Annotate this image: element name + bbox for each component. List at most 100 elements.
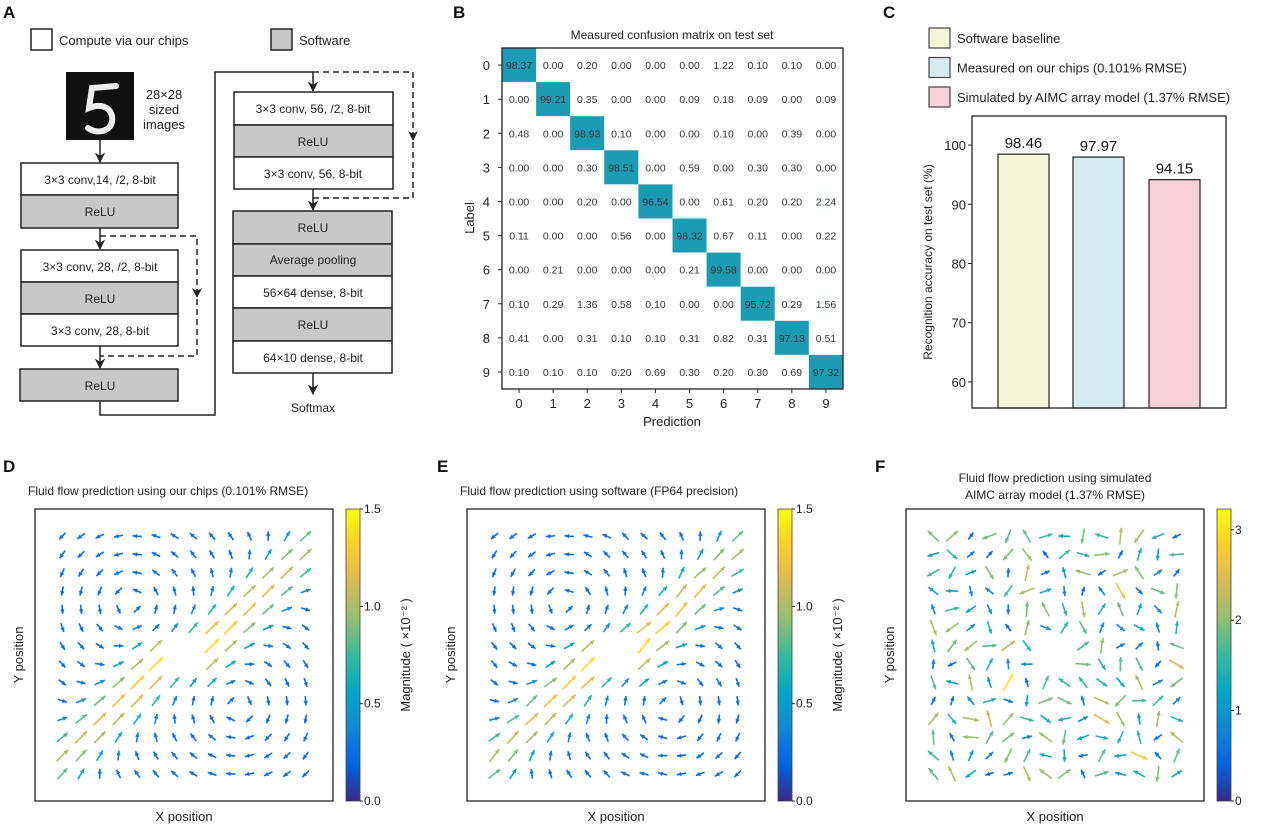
x-tick-label: 3: [618, 396, 625, 411]
flow-arrowhead: [1175, 748, 1180, 754]
matrix-cell: [570, 320, 605, 355]
flow-arrowhead: [511, 627, 516, 632]
flow-arrowhead: [1174, 620, 1180, 626]
quiver-xlabel: X position: [1026, 809, 1083, 824]
matrix-cell: [536, 184, 571, 219]
flow-arrowhead: [583, 551, 589, 557]
flow-arrowhead: [247, 531, 252, 537]
flow-arrowhead: [985, 771, 991, 776]
matrix-cell-value: 0.10: [509, 299, 530, 311]
matrix-cell: [502, 184, 537, 219]
matrix-cell-value: 0.09: [748, 94, 769, 106]
flow-arrowhead: [1005, 624, 1010, 629]
flow-arrowhead: [1155, 622, 1160, 628]
x-tick-label: 0: [515, 396, 522, 411]
confusion-xlabel: Prediction: [643, 414, 701, 429]
flow-arrowhead: [135, 751, 140, 757]
matrix-cell-value: 99.58: [711, 265, 737, 277]
panel-label-d: D: [3, 457, 15, 476]
flow-arrowhead: [928, 768, 934, 773]
flow-arrowhead: [285, 662, 290, 668]
flow-arrowhead: [716, 700, 722, 706]
flow-arrowhead: [1047, 533, 1053, 538]
matrix-cell: [740, 286, 775, 321]
matrix-cell: [604, 48, 639, 83]
flow-arrowhead: [1154, 752, 1160, 757]
flow-arrowhead: [969, 750, 974, 756]
y-tick-label: 100: [944, 138, 966, 153]
flow-arrowhead: [715, 754, 721, 759]
flow-arrowhead: [621, 752, 627, 758]
flow-arrowhead: [1134, 537, 1139, 543]
flow-arrowhead: [1078, 753, 1084, 758]
flow-arrowhead: [951, 719, 957, 725]
matrix-cell: [672, 218, 707, 253]
flow-arrowhead: [116, 608, 121, 614]
flow-arrowhead: [116, 750, 121, 756]
flow-arrowhead: [1175, 601, 1180, 607]
matrix-cell-value: 98.32: [676, 231, 702, 243]
flow-arrowhead: [564, 588, 570, 594]
matrix-cell: [570, 150, 605, 185]
panel-a: A Compute via our chips Software 28×28 s…: [3, 3, 418, 416]
matrix-cell-value: 0.00: [543, 196, 564, 208]
flow-arrowhead: [1058, 533, 1063, 539]
flow-arrowhead: [949, 750, 954, 756]
flow-arrowhead: [171, 751, 177, 757]
flow-arrowhead: [989, 574, 994, 580]
flow-arrowhead: [948, 573, 953, 579]
flow-arrowhead: [623, 586, 628, 591]
flow-arrowhead: [228, 532, 233, 538]
flow-arrowhead: [287, 606, 293, 611]
flow-arrowhead: [492, 572, 497, 578]
panel-d-quiver: Fluid flow prediction using our chips (0…: [11, 484, 413, 824]
flow-arrowhead: [1156, 608, 1162, 614]
flow-arrowhead: [1083, 641, 1089, 647]
bar: [1148, 179, 1201, 409]
flow-arrowhead: [250, 622, 256, 628]
matrix-cell: [638, 218, 673, 253]
flow-arrowhead: [284, 718, 289, 724]
flow-arrowhead: [640, 734, 646, 739]
confusion-title: Measured confusion matrix on test set: [571, 28, 774, 42]
flow-arrowhead: [117, 625, 123, 630]
matrix-cell-value: 0.00: [611, 265, 632, 277]
flow-arrowhead: [696, 753, 702, 759]
flow-arrowhead: [714, 772, 720, 777]
flow-arrowhead: [287, 549, 293, 554]
flow-arrowhead: [699, 549, 704, 555]
flow-arrowhead: [228, 550, 233, 556]
flow-arrowhead: [79, 768, 85, 774]
matrix-cell: [502, 48, 537, 83]
matrix-cell-value: 0.09: [816, 94, 837, 106]
flow-arrowhead: [701, 567, 707, 573]
flow-arrowhead: [78, 609, 84, 614]
flow-arrowhead: [738, 531, 744, 536]
flow-arrowhead: [738, 549, 744, 554]
colorbar-tick-label: 1: [1235, 704, 1242, 718]
flow-arrowhead: [931, 696, 936, 702]
matrix-cell: [706, 116, 741, 151]
flow-arrowhead: [1137, 589, 1143, 595]
skip-arrowhead-2: [408, 131, 418, 141]
flow-arrowhead: [532, 695, 537, 701]
flow-arrowhead: [136, 625, 142, 630]
flow-arrowhead: [1066, 700, 1072, 704]
matrix-cell-value: 0.18: [713, 94, 734, 106]
matrix-cell-value: 0.11: [509, 231, 529, 243]
flow-arrowhead: [60, 590, 65, 596]
x-tick-label: 2: [584, 396, 591, 411]
matrix-cell-value: 97.13: [779, 333, 805, 345]
flow-arrowhead: [157, 640, 162, 645]
matrix-cell-value: 0.29: [782, 299, 803, 311]
flow-arrowhead: [695, 771, 701, 776]
matrix-cell-value: 0.21: [543, 265, 564, 277]
colorbar-tick-label: 1.5: [796, 502, 813, 516]
flow-arrowhead: [931, 604, 936, 610]
flow-arrowhead: [113, 552, 119, 557]
flow-arrowhead: [643, 603, 649, 609]
flow-arrowhead: [1117, 602, 1122, 608]
flow-arrowhead: [1065, 769, 1071, 774]
matrix-cell-value: 0.00: [748, 265, 769, 277]
matrix-cell-value: 95.72: [745, 299, 771, 311]
